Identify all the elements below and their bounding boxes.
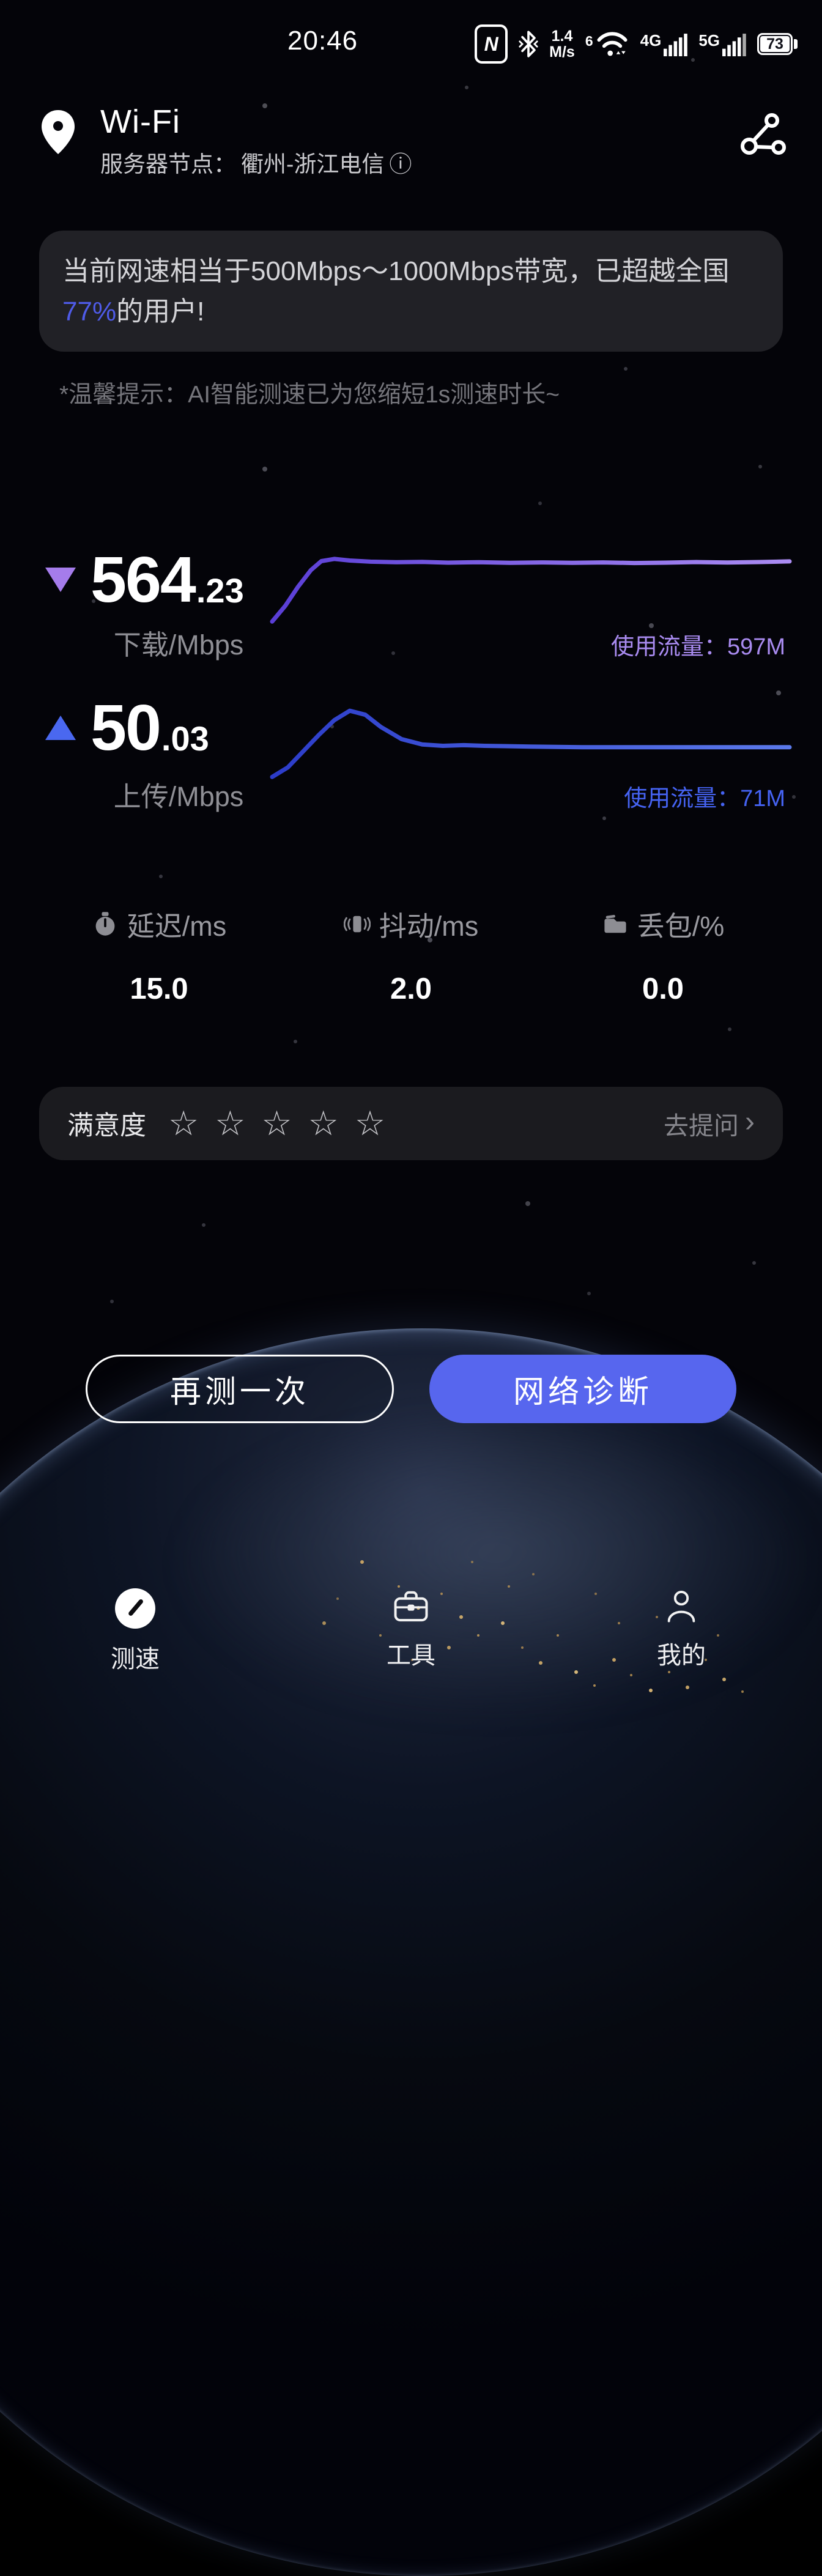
upload-speed-int: 50 <box>91 692 161 764</box>
download-usage: 使用流量：597M <box>611 627 785 661</box>
wifi-icon <box>597 32 628 56</box>
location-pin-icon <box>42 110 75 154</box>
chevron-right-icon: › <box>745 1105 755 1138</box>
wifi6-badge: 6 <box>585 33 593 49</box>
cellular-5g-status: 5G <box>698 31 747 57</box>
cellular-4g-label: 4G <box>640 31 662 50</box>
upload-speed-value: 50 .03 <box>91 692 209 764</box>
satisfaction-label: 满意度 <box>67 1111 146 1141</box>
go-ask-label: 去提问 <box>664 1112 739 1140</box>
vibrate-icon <box>343 916 371 932</box>
star-3[interactable]: ☆ <box>261 1104 292 1142</box>
status-time: 20:46 <box>287 26 358 56</box>
banner-text-before: 当前网速相当于500Mbps～1000Mbps带宽，已超越全国 <box>62 256 730 286</box>
nav-label-speedtest: 测速 <box>111 1646 160 1673</box>
battery-percent: 73 <box>757 33 793 55</box>
latency-stat: 延迟/ms 15.0 <box>49 904 269 1006</box>
network-diagnose-button[interactable]: 网络诊断 <box>429 1355 736 1423</box>
packet-loss-value: 0.0 <box>642 972 684 1005</box>
cellular-4g-status: 4G <box>640 31 689 57</box>
download-usage-label: 使用流量： <box>610 634 727 660</box>
result-banner: 当前网速相当于500Mbps～1000Mbps带宽，已超越全国 77%的用户! <box>39 231 783 352</box>
server-node[interactable]: 服务器节点： 衢州-浙江电信 ⓘ <box>100 146 412 179</box>
retest-button[interactable]: 再测一次 <box>86 1355 394 1423</box>
server-node-label: 服务器节点： <box>100 152 236 177</box>
latency-value: 15.0 <box>130 972 188 1005</box>
download-usage-value: 597M <box>727 634 785 660</box>
star-2[interactable]: ☆ <box>215 1104 246 1142</box>
latency-label: 延迟/ms <box>127 911 227 942</box>
upload-usage-label: 使用流量： <box>624 786 741 812</box>
packet-loss-label: 丢包/% <box>637 911 725 942</box>
nav-tab-profile[interactable]: 我的 <box>614 1588 749 1671</box>
nav-label-profile: 我的 <box>657 1642 706 1669</box>
nav-label-tools: 工具 <box>387 1642 435 1669</box>
nfc-icon: N <box>475 24 508 64</box>
status-icons: N 1.4 M/s 6 4G 5G 73 <box>475 21 798 67</box>
upload-speed-chart <box>270 708 792 779</box>
stopwatch-icon <box>95 911 115 936</box>
ai-tip-text: *温馨提示：AI智能测速已为您缩短1s测速时长~ <box>59 382 560 408</box>
earth-background <box>0 1328 822 2576</box>
page-title: Wi-Fi <box>100 103 180 140</box>
star-4[interactable]: ☆ <box>308 1104 339 1142</box>
banner-text-after: 的用户! <box>116 297 205 327</box>
satisfaction-card: 满意度 ☆ ☆ ☆ ☆ ☆ 去提问 › <box>39 1087 783 1160</box>
star-5[interactable]: ☆ <box>354 1104 386 1142</box>
download-speed-dec: .23 <box>196 571 244 610</box>
server-node-value: 衢州-浙江电信 <box>241 152 385 177</box>
starfield-background <box>0 0 4 4</box>
profile-icon <box>667 1590 695 1623</box>
toolbox-icon <box>394 1591 428 1622</box>
signal-bars-5g-icon <box>722 34 746 56</box>
download-speed-int: 564 <box>91 544 196 616</box>
upload-speed-dec: .03 <box>161 719 209 758</box>
upload-usage-value: 71M <box>740 786 785 812</box>
jitter-label: 抖动/ms <box>379 911 479 942</box>
earth-surface <box>0 1328 822 2576</box>
cellular-5g-label: 5G <box>698 31 720 50</box>
speedometer-icon <box>115 1588 155 1629</box>
go-ask-link[interactable]: 去提问 › <box>664 1105 755 1142</box>
upload-speed-label: 上传/Mbps <box>113 781 244 812</box>
nav-tab-speedtest[interactable]: 测速 <box>68 1588 202 1675</box>
jitter-value: 2.0 <box>390 972 432 1005</box>
network-speed-indicator: 1.4 M/s <box>549 28 575 61</box>
nav-tab-tools[interactable]: 工具 <box>344 1588 478 1671</box>
packet-box-icon <box>604 914 626 933</box>
star-1[interactable]: ☆ <box>168 1104 199 1142</box>
bluetooth-icon <box>519 31 538 57</box>
download-speed-chart <box>270 557 792 624</box>
upload-usage: 使用流量：71M <box>624 779 785 813</box>
battery-icon: 73 <box>757 33 798 55</box>
network-topology-icon[interactable] <box>738 111 789 163</box>
download-arrow-icon <box>45 568 76 592</box>
info-icon[interactable]: ⓘ <box>389 152 412 177</box>
jitter-stat: 抖动/ms 2.0 <box>301 904 521 1006</box>
packet-loss-stat: 丢包/% 0.0 <box>553 904 773 1006</box>
download-speed-value: 564 .23 <box>91 544 244 616</box>
download-speed-label: 下载/Mbps <box>113 629 244 661</box>
wifi-status-icon: 6 <box>585 29 630 59</box>
banner-percent-highlight: 77% <box>62 297 117 327</box>
upload-arrow-icon <box>45 716 76 740</box>
battery-cap <box>794 39 798 49</box>
signal-bars-4g-icon <box>664 34 688 56</box>
earth-landmass <box>190 1426 801 1708</box>
star-rating[interactable]: ☆ ☆ ☆ ☆ ☆ <box>168 1106 385 1141</box>
